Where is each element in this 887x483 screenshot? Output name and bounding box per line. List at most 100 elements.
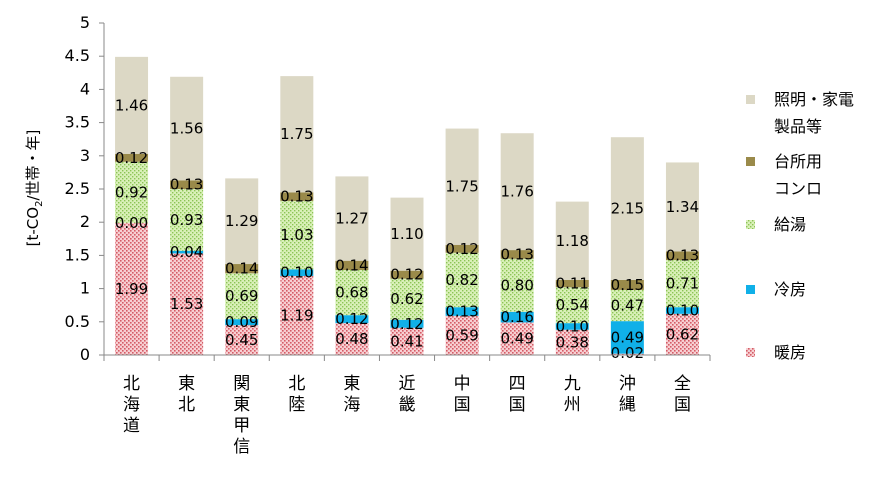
data-label-lighting: 2.15 (611, 200, 644, 218)
bar-segment-hot_water (335, 270, 369, 316)
x-tick-label: 北海道 (123, 374, 140, 436)
bar-segment-hot_water (500, 258, 534, 312)
bar-segment-heating (555, 329, 589, 355)
y-tick-label: 2 (80, 212, 90, 231)
bar-segment-stove (555, 279, 589, 288)
bar-segment-lighting (665, 162, 699, 252)
data-label-heating: 0.41 (390, 332, 423, 350)
legend-label-lighting: 照明・家電製品等 (774, 90, 854, 136)
y-tick-label: 1.5 (65, 245, 90, 264)
data-label-heating: 0.62 (666, 325, 699, 343)
data-label-hot_water: 0.93 (170, 211, 203, 229)
data-label-lighting: 1.34 (666, 198, 699, 216)
data-label-stove: 0.13 (170, 176, 203, 194)
legend-label-stove: 台所用コンロ (774, 152, 822, 198)
bar-segment-hot_water (225, 273, 259, 320)
data-label-cooling: 0.00 (115, 214, 148, 232)
data-label-cooling: 0.12 (335, 310, 368, 328)
y-tick-label: 3.5 (65, 113, 90, 132)
data-label-heating: 1.99 (115, 280, 148, 298)
bar-segment-stove (280, 192, 314, 201)
svg-text:[t-CO2/世帯・年]: [t-CO2/世帯・年] (24, 130, 45, 247)
bar-segment-lighting (115, 56, 149, 154)
data-label-heating: 0.02 (611, 344, 644, 362)
data-label-lighting: 1.18 (556, 232, 589, 250)
legend-swatch-lighting (746, 95, 755, 104)
bar-segment-lighting (445, 128, 479, 245)
y-tick-label: 1 (80, 279, 90, 298)
data-label-heating: 1.53 (170, 295, 203, 313)
bar-segment-heating (225, 325, 259, 355)
bar-segment-lighting (170, 76, 204, 181)
bar-segment-cooling (445, 307, 479, 316)
y-tick-label: 0 (80, 345, 90, 364)
bar-segment-cooling (170, 250, 204, 254)
bar-segment-heating (170, 253, 204, 355)
data-label-heating: 0.59 (445, 326, 478, 344)
data-label-lighting: 1.27 (335, 210, 368, 228)
legend-swatch-cooling (746, 285, 755, 294)
data-label-stove: 0.13 (280, 188, 313, 206)
bar-segment-lighting (610, 137, 644, 280)
bar-segment-stove (335, 260, 369, 271)
data-label-heating: 0.45 (225, 331, 258, 349)
data-label-stove: 0.11 (556, 275, 589, 293)
bar-segment-heating (280, 275, 314, 355)
data-label-cooling: 0.10 (280, 264, 313, 282)
bar-segment-lighting (280, 76, 314, 193)
bar-segment-cooling (390, 319, 424, 328)
bar-segment-hot_water (170, 189, 204, 251)
x-tick-label: 全国 (674, 374, 691, 415)
bar-segment-stove (610, 279, 644, 290)
bar-segment-hot_water (555, 287, 589, 324)
bar-segment-lighting (555, 201, 589, 280)
y-tick-label: 4 (80, 79, 90, 98)
y-tick-label: 0.5 (65, 312, 90, 331)
y-tick-label: 4.5 (65, 46, 90, 65)
bar-segment-lighting (225, 178, 259, 265)
data-label-cooling: 0.49 (611, 328, 644, 346)
bar-segment-lighting (500, 133, 534, 251)
data-label-heating: 0.49 (500, 330, 533, 348)
bar-segment-stove (390, 270, 424, 279)
legend-swatch-heating (746, 348, 755, 357)
data-label-hot_water: 0.80 (500, 276, 533, 294)
data-label-cooling: 0.04 (170, 243, 203, 261)
bar-segment-heating (335, 323, 369, 355)
data-label-stove: 0.13 (500, 245, 533, 263)
bar-segment-heating (610, 353, 644, 355)
data-label-hot_water: 0.71 (666, 275, 699, 293)
y-tick-label: 3 (80, 146, 90, 165)
bar-segment-cooling (500, 311, 534, 323)
data-label-lighting: 1.10 (390, 225, 423, 243)
data-label-hot_water: 0.92 (115, 183, 148, 201)
data-label-stove: 0.12 (115, 149, 148, 167)
data-label-stove: 0.15 (611, 276, 644, 294)
data-labels-group: 1.99 0.00 0.92 0.12 1.46 1.53 0.04 0.93 0.13 1.56… (115, 96, 699, 362)
legend-swatch-hot_water (746, 220, 755, 229)
bar-segment-stove (225, 264, 259, 274)
data-label-heating: 0.38 (556, 333, 589, 351)
data-label-heating: 1.19 (280, 306, 313, 324)
data-label-lighting: 1.46 (115, 96, 148, 114)
x-tick-label: 近畿 (399, 374, 416, 415)
data-label-cooling: 0.09 (225, 313, 258, 331)
bar-segment-lighting (335, 176, 369, 261)
data-label-lighting: 1.56 (170, 120, 203, 138)
data-label-stove: 0.12 (445, 240, 478, 258)
data-label-hot_water: 0.69 (225, 287, 258, 305)
data-label-cooling: 0.12 (390, 315, 423, 333)
data-label-cooling: 0.16 (500, 308, 533, 326)
data-label-hot_water: 0.47 (611, 297, 644, 315)
bar-segment-cooling (335, 315, 369, 324)
bar-segment-hot_water (445, 252, 479, 308)
legend-label-cooling: 冷房 (774, 280, 806, 299)
x-tick-label: 四国 (509, 374, 526, 415)
bar-segment-hot_water (115, 161, 149, 223)
data-label-stove: 0.12 (390, 266, 423, 284)
x-tick-label: 東海 (343, 374, 360, 415)
